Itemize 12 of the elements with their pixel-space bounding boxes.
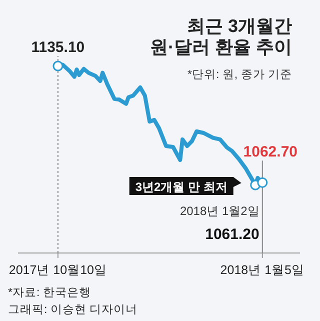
x-tick-label: 2017년 10월10일 [8,263,107,277]
data-label: 1135.10 [31,39,85,56]
annotation: 3년2개월 만 최저 [135,180,228,194]
callout: 3년2개월 만 최저 [129,177,242,195]
chart-subtitle: *단위: 원, 종가 기준 [188,69,292,81]
text: 그래픽: 이승현 디자이너 [8,304,138,316]
data-label: 1061.20 [205,226,260,243]
x-tick-label: 2018년 1월5일 [220,263,304,277]
data-label: 1062.70 [243,144,298,161]
text: *자료: 한국은행 [8,287,91,299]
annotation: 2018년 1월2일 [180,204,260,218]
chart-title: 최근 3개월간 원·달러 환율 추이 [150,16,292,57]
